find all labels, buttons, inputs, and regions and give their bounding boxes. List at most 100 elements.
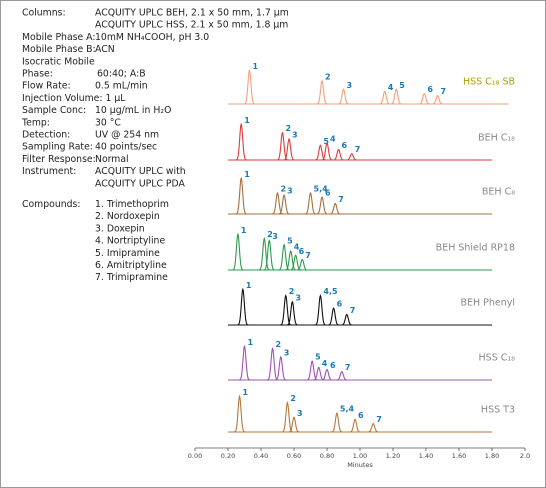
peak-label: 7 xyxy=(376,415,382,424)
compound: 5. Imipramine xyxy=(95,248,160,259)
peak-label: 2 xyxy=(290,394,296,403)
condition-label: Columns: xyxy=(22,8,66,19)
peak xyxy=(390,88,403,105)
condition-value: Normal xyxy=(95,154,129,165)
peak-label: 3 xyxy=(347,81,353,90)
condition-value: UV @ 254 nm xyxy=(95,130,159,141)
peak xyxy=(281,401,294,433)
peak-label: 2 xyxy=(276,340,282,349)
peak xyxy=(283,137,296,161)
peak-label: 1 xyxy=(244,116,250,125)
peak xyxy=(378,90,391,105)
condition-label: Flow Rate: xyxy=(22,81,71,92)
peak-label: 2 xyxy=(289,287,295,296)
peak-label: 7 xyxy=(441,87,447,96)
peak-label: 2 xyxy=(281,185,287,194)
peak-label: 5 xyxy=(323,137,329,146)
peak-label: 4 xyxy=(330,135,336,144)
peak-label: 3 xyxy=(297,409,303,418)
peak xyxy=(316,79,329,105)
peak xyxy=(231,232,244,271)
peak-label: 5,4 xyxy=(314,185,329,194)
compound: 4. Nortriptyline xyxy=(95,236,165,247)
condition-label: Mobile Phase A: xyxy=(22,32,96,43)
peak-label: 2 xyxy=(285,124,291,133)
compounds-label: Compounds: xyxy=(22,199,81,210)
peak-label: 2 xyxy=(267,230,273,239)
peak-label: 4 xyxy=(294,243,300,252)
peak-label: 7 xyxy=(305,251,311,260)
condition-value: 0.5 mL/min xyxy=(95,81,148,92)
peak-label: 3 xyxy=(272,232,278,241)
peak xyxy=(235,122,248,161)
peak-label: 2 xyxy=(325,72,331,81)
compound: 7. Trimipramine xyxy=(95,272,168,283)
peak xyxy=(278,243,291,271)
condition-value: 40 points/sec xyxy=(95,142,157,153)
x-tick-label: 0.80 xyxy=(320,452,334,460)
peak-label: 4,5 xyxy=(323,287,338,296)
x-tick-label: 0.20 xyxy=(221,452,235,460)
condition-label: Sampling Rate: xyxy=(22,142,93,153)
x-axis-label: Minutes xyxy=(347,461,373,469)
x-tick-label: 0.00 xyxy=(188,452,202,460)
peak xyxy=(271,191,284,215)
peak xyxy=(236,287,249,326)
peak xyxy=(349,418,362,433)
peak-label: 5,4 xyxy=(340,405,355,414)
condition-label: Phase: xyxy=(22,69,53,80)
peak-label: 3 xyxy=(292,131,298,140)
condition-value: 10 µg/mL in H₂O xyxy=(95,105,171,116)
condition-value: ACQUITY UPLC with xyxy=(95,166,186,177)
trace-name: BEH C₁₈ xyxy=(478,133,515,144)
x-tick-label: 0.40 xyxy=(254,452,268,460)
trace-name: BEH Phenyl xyxy=(460,298,515,309)
trace-name: BEH C₈ xyxy=(482,187,515,198)
peak-label: 6 xyxy=(325,189,331,198)
peak xyxy=(340,313,353,326)
peak xyxy=(235,176,248,215)
peak-label: 6 xyxy=(330,361,336,370)
peak xyxy=(329,202,342,215)
peak-label: 4 xyxy=(322,359,328,368)
peak-label: 7 xyxy=(338,195,344,204)
condition-value: ACQUITY UPLC HSS, 2.1 x 50 mm, 1.8 µm xyxy=(95,20,288,31)
peak-label: 6 xyxy=(358,411,364,420)
peak xyxy=(330,412,343,433)
peak xyxy=(258,236,271,271)
peak-label: 3 xyxy=(284,348,290,357)
peak-label: 5 xyxy=(399,81,405,90)
x-tick-label: 1.60 xyxy=(452,452,466,460)
peak xyxy=(279,294,292,326)
condition-label: Mobile Phase B: xyxy=(22,44,96,55)
x-tick-label: 1.40 xyxy=(419,452,433,460)
compound: 6. Amitriptyline xyxy=(95,260,167,271)
condition-label: Detection: xyxy=(22,130,70,141)
condition-label: Filter Response: xyxy=(22,154,96,165)
condition-label: Isocratic Mobile xyxy=(22,56,95,67)
condition-label: Injection Volume: 1 µL xyxy=(22,93,126,104)
peak xyxy=(288,416,300,433)
peak-label: 5 xyxy=(315,353,321,362)
compound: 2. Nordoxepin xyxy=(95,211,160,222)
peak-label: 1 xyxy=(252,62,258,71)
peak xyxy=(321,142,333,161)
condition-value: 10mM NH₄COOH, pH 3.0 xyxy=(95,32,209,43)
condition-value: 60:40; A:B xyxy=(97,69,146,80)
compound: 3. Doxepin xyxy=(95,223,145,234)
x-tick-label: 2.0 xyxy=(520,452,530,460)
trace-name: HSS C₁₈ xyxy=(479,353,516,364)
peak-label: 7 xyxy=(355,145,361,154)
compound: 1. Trimethoprim xyxy=(95,199,169,210)
trace-name: HSS C₁₈ SB xyxy=(463,77,515,88)
peak-label: 1 xyxy=(241,226,247,235)
peak xyxy=(278,194,291,215)
peak xyxy=(321,368,333,381)
peak xyxy=(233,394,246,433)
peak xyxy=(284,250,297,271)
trace-name: HSS T3 xyxy=(481,405,515,416)
peak xyxy=(332,148,345,161)
peak xyxy=(286,300,299,326)
peak xyxy=(335,370,348,381)
